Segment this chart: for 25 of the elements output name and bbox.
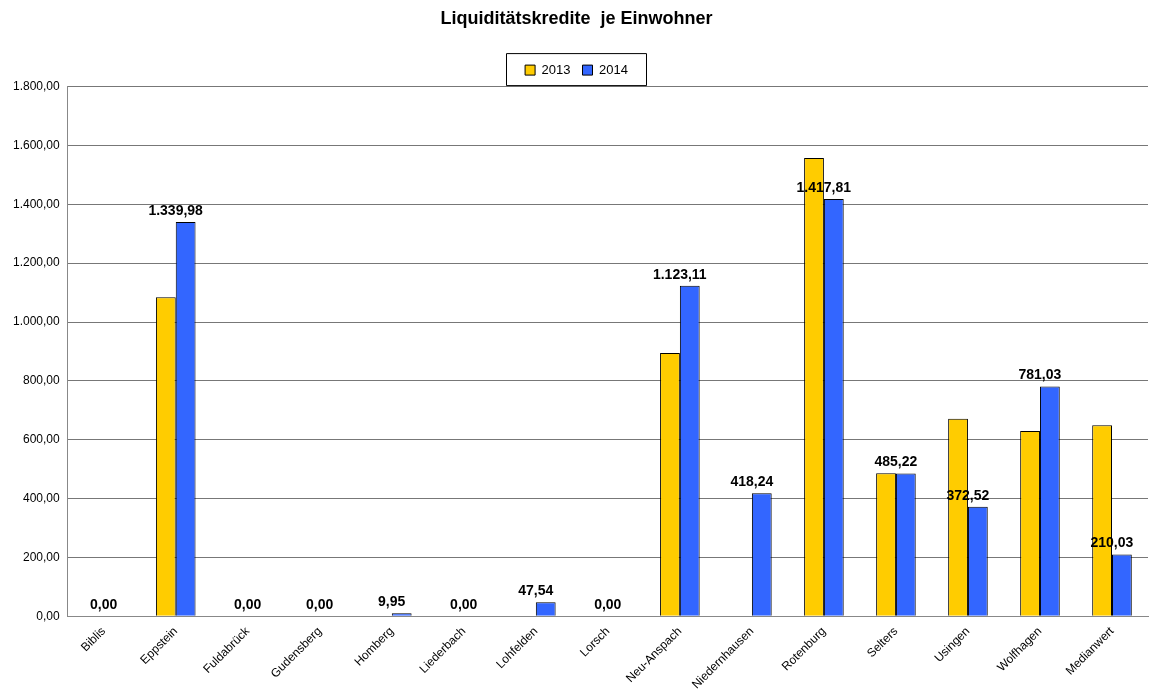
data-label: 0,00 <box>594 596 622 613</box>
y-tick-label: 1.000,00 <box>12 314 61 329</box>
data-label: 0,00 <box>234 596 262 613</box>
y-tick-label: 0,00 <box>36 608 61 623</box>
y-tick-label: 1.400,00 <box>12 196 61 211</box>
data-label: 0,00 <box>90 596 118 613</box>
data-label: 0,00 <box>306 596 334 613</box>
data-label: 9,95 <box>378 593 406 610</box>
data-label: 47,54 <box>518 582 554 599</box>
data-label: 781,03 <box>1018 366 1062 383</box>
y-tick-label: 1.200,00 <box>12 255 61 270</box>
data-label: 1.339,98 <box>148 201 204 218</box>
data-label: 1.123,11 <box>652 265 707 282</box>
data-label: 485,22 <box>874 453 918 470</box>
legend-label: 2014 <box>599 61 628 77</box>
data-label: 0,00 <box>450 596 478 613</box>
chart-title: Liquiditätskredite je Einwohner <box>440 7 713 28</box>
y-tick-label: 400,00 <box>23 490 61 505</box>
y-tick-label: 600,00 <box>23 432 61 447</box>
y-tick-label: 1.600,00 <box>12 137 61 152</box>
y-tick-label: 1.800,00 <box>12 78 61 93</box>
data-label: 418,24 <box>730 473 774 490</box>
y-tick-label: 800,00 <box>23 373 61 388</box>
legend-label: 2013 <box>541 61 571 77</box>
y-tick-label: 200,00 <box>23 549 61 564</box>
